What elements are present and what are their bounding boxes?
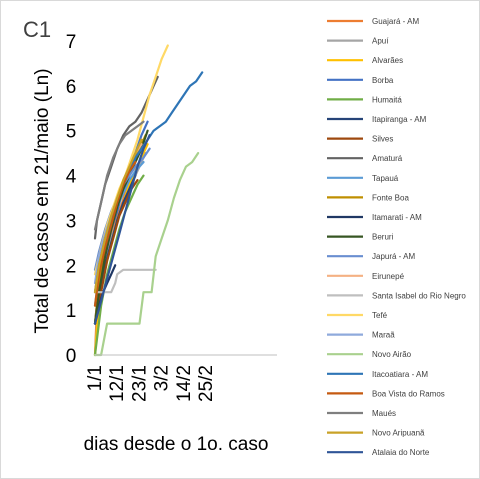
y-tick-labels: 0 1 2 3 4 5 6 7 — [66, 32, 77, 367]
series-line — [93, 134, 151, 325]
x-tick-label: 23/1 — [129, 365, 150, 402]
legend-label: Novo Aripuanã — [372, 429, 425, 438]
panel-label: C1 — [23, 17, 51, 42]
legend-label: Eirunepé — [372, 272, 405, 281]
x-axis-title: dias desde o 1o. caso — [84, 434, 269, 455]
legend-label: Apuí — [372, 37, 389, 46]
x-tick-label: 1/1 — [85, 365, 106, 391]
series-line — [93, 152, 200, 357]
legend-label: Guajará - AM — [372, 17, 419, 26]
legend-label: Maués — [372, 409, 396, 418]
legend-label: Santa Isabel do Rio Negro — [372, 291, 466, 300]
legend-label: Atalaia do Norte — [372, 448, 430, 457]
y-tick-label: 1 — [66, 301, 77, 322]
x-tick-label: 25/2 — [196, 365, 217, 402]
y-tick-label: 2 — [66, 256, 77, 277]
x-tick-label: 3/2 — [152, 365, 173, 391]
y-tick-label: 5 — [66, 122, 77, 143]
legend-label: Novo Airão — [372, 350, 412, 359]
series-line — [93, 138, 143, 294]
y-axis-title: Total de casos em 21/maio (Ln) — [32, 68, 53, 333]
y-tick-label: 3 — [66, 211, 77, 232]
legend: Guajará - AM Apuí Alvarães Borba Humaitá Itap… — [327, 17, 466, 457]
series-line — [93, 120, 145, 231]
y-tick-label: 0 — [66, 346, 77, 367]
series-line — [93, 161, 137, 307]
legend-label: Tapauá — [372, 174, 399, 183]
plot-area — [93, 44, 204, 357]
legend-label: Beruri — [372, 233, 394, 242]
legend-label: Japurá - AM — [372, 252, 415, 261]
legend-label: Borba — [372, 76, 394, 85]
y-tick-label: 4 — [66, 167, 77, 188]
legend-label: Boa Vista do Ramos — [372, 389, 445, 398]
legend-label: Itamarati - AM — [372, 213, 422, 222]
y-tick-label: 6 — [66, 77, 77, 98]
series-line — [93, 268, 157, 294]
legend-label: Humaitá — [372, 95, 402, 104]
y-tick-label: 7 — [66, 32, 77, 53]
legend-label: Itapiranga - AM — [372, 115, 427, 124]
legend-label: Maraã — [372, 331, 395, 340]
legend-label: Itacoatiara - AM — [372, 370, 428, 379]
legend-label: Silves — [372, 135, 393, 144]
legend-label: Tefé — [372, 311, 388, 320]
legend-label: Alvarães — [372, 56, 403, 65]
legend-label: Fonte Boa — [372, 193, 409, 202]
x-tick-labels: 1/1 12/1 23/1 3/2 14/2 25/2 — [85, 365, 217, 402]
series-line — [93, 129, 149, 325]
legend-label: Amaturá — [372, 154, 403, 163]
x-tick-label: 12/1 — [107, 365, 128, 402]
x-tick-label: 14/2 — [174, 365, 195, 402]
